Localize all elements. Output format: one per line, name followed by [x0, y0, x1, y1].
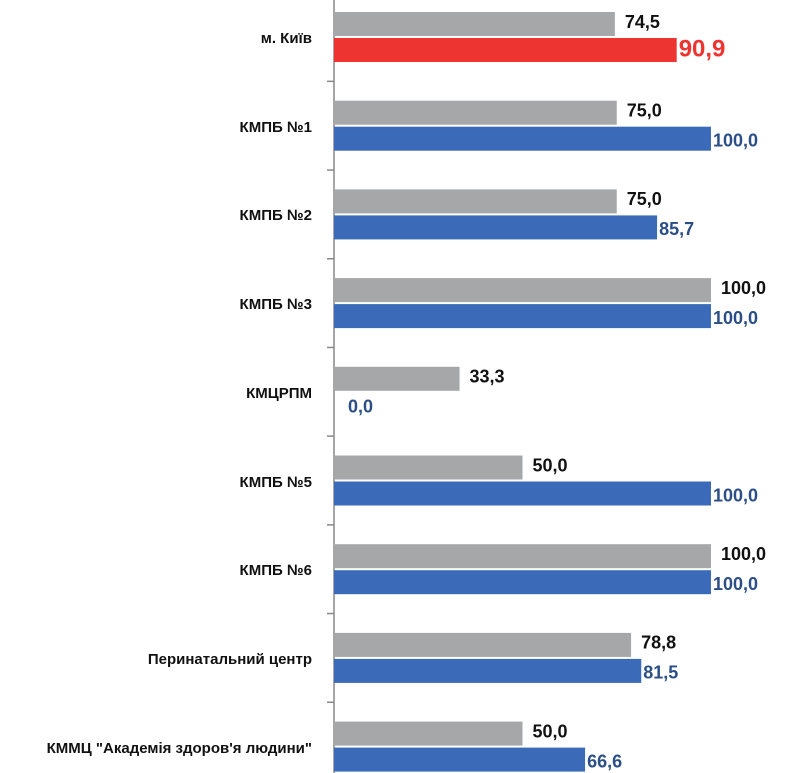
category-label: КМЦРПМ [246, 384, 312, 402]
value-label: 100,0 [721, 544, 766, 564]
value-label: 75,0 [627, 189, 662, 209]
category-label: КМПБ №1 [239, 118, 312, 136]
bar [334, 126, 711, 151]
category-label: Перинатальний центр [147, 650, 312, 668]
bar [334, 38, 677, 62]
category-label: КМПБ №6 [239, 562, 312, 580]
bar [334, 632, 632, 657]
category-label: м. Київ [260, 30, 312, 47]
bar [334, 721, 523, 746]
category-label: КММЦ "Академія здоров'я людини" [46, 739, 312, 757]
bar [334, 747, 586, 772]
bar [334, 278, 711, 303]
bar [334, 304, 711, 329]
value-label: 90,9 [679, 35, 726, 62]
value-label: 100,0 [713, 130, 758, 150]
bar [334, 544, 711, 569]
bar [334, 455, 523, 480]
bar [334, 366, 460, 391]
bar [334, 658, 642, 683]
category-label: КМПБ №3 [239, 296, 312, 314]
bar [334, 570, 711, 595]
category-label: КМПБ №2 [239, 207, 312, 225]
value-label: 100,0 [721, 278, 766, 298]
value-label: 85,7 [659, 219, 694, 239]
value-label: 74,5 [625, 12, 660, 32]
bar [334, 189, 617, 214]
value-label: 0,0 [348, 397, 373, 417]
value-label: 100,0 [713, 574, 758, 594]
bar [334, 12, 615, 36]
value-label: 33,3 [470, 367, 505, 387]
bar [334, 215, 658, 240]
value-label: 100,0 [713, 308, 758, 328]
value-label: 50,0 [533, 721, 568, 741]
value-label: 81,5 [643, 663, 678, 683]
bar [334, 100, 617, 125]
value-label: 100,0 [713, 485, 758, 505]
value-label: 78,8 [641, 633, 676, 653]
bar [334, 481, 711, 506]
value-label: 66,6 [587, 751, 622, 771]
category-label: КМПБ №5 [239, 473, 312, 491]
value-label: 50,0 [533, 455, 568, 475]
value-label: 75,0 [627, 100, 662, 120]
